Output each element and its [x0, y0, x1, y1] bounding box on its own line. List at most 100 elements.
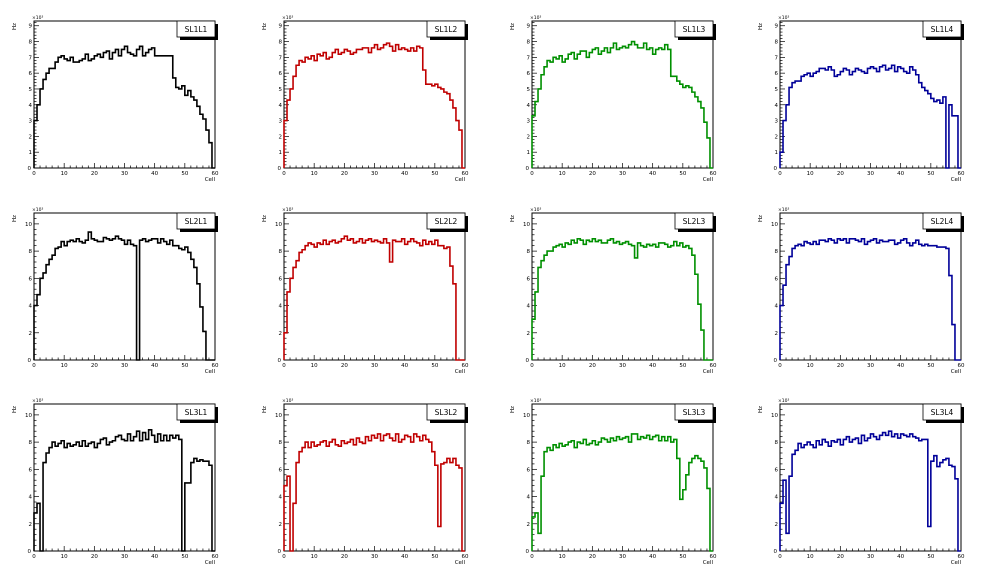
y-tick-label: 8 [775, 40, 779, 46]
y-tick-label: 5 [527, 87, 531, 93]
x-axis-title: Cell [455, 369, 466, 375]
x-tick-label: 30 [867, 363, 874, 369]
x-tick-label: 30 [619, 554, 626, 560]
y-tick-label: 2 [29, 331, 33, 337]
y-tick-label: 1 [775, 150, 779, 156]
x-tick-label: 50 [927, 171, 934, 177]
x-tick-label: 10 [61, 363, 68, 369]
histogram-panel: 0 10 20 30 40 50 60 2 4 6 8 10 0 Cell Hz ×10³ SL3L2 [262, 398, 469, 566]
x-tick-label: 0 [530, 171, 534, 177]
x-tick-label: 30 [371, 363, 378, 369]
histogram-line [33, 429, 215, 552]
x-tick-label: 20 [837, 363, 844, 369]
histogram-panel: 0 10 20 30 40 50 60 2 4 6 8 10 0 Cell Hz ×10³ SL3L1 [12, 398, 219, 566]
x-tick-label: 0 [530, 554, 534, 560]
x-tick-label: 30 [867, 171, 874, 177]
x-tick-label: 0 [282, 363, 286, 369]
y-tick-label: 4 [775, 304, 779, 310]
y-tick-label: 10 [275, 413, 282, 419]
x-tick-label: 50 [431, 363, 438, 369]
y-tick-label: 10 [25, 413, 32, 419]
plot-frame [531, 20, 714, 169]
x-axis-title: Cell [703, 369, 714, 375]
x-tick-label: 60 [710, 171, 717, 177]
plot-frame [779, 212, 962, 361]
y-tick-label: 4 [527, 495, 531, 501]
x-tick-label: 40 [401, 363, 408, 369]
x-tick-label: 20 [341, 171, 348, 177]
x-tick-label: 0 [778, 554, 782, 560]
histogram-line [531, 433, 713, 552]
y-tick-label: 2 [527, 331, 531, 337]
y-axis-title: Hz [758, 23, 764, 30]
x-axis-title: Cell [455, 560, 466, 566]
chart-title: SL3L1 [185, 408, 208, 417]
chart-title: SL1L3 [683, 25, 706, 34]
y-tick-label: 3 [279, 119, 283, 125]
y-tick-label: 8 [279, 249, 283, 255]
y-tick-label: 5 [775, 87, 779, 93]
histogram-panel: 0 10 20 30 40 50 60 2 4 6 8 10 0 Cell Hz ×10³ SL3L3 [510, 398, 717, 566]
y-tick-label: 4 [527, 304, 531, 310]
y-tick-label: 5 [279, 87, 283, 93]
y-tick-label: 8 [29, 440, 33, 446]
x-axis-title: Cell [205, 177, 216, 183]
y-tick-label: 0 [526, 166, 530, 172]
title-box [426, 20, 466, 38]
x-tick-label: 60 [212, 363, 219, 369]
plot-frame [283, 20, 466, 169]
x-tick-label: 40 [151, 363, 158, 369]
x-tick-label: 30 [121, 363, 128, 369]
histogram-panel: 0 10 20 30 40 50 60 2 4 6 8 10 0 Cell Hz ×10³ SL3L4 [758, 398, 965, 566]
y-tick-label: 2 [775, 134, 779, 140]
y-tick-label: 4 [527, 103, 531, 109]
y-tick-label: 0 [28, 549, 32, 555]
histogram-line [283, 235, 465, 361]
y-tick-label: 4 [29, 304, 33, 310]
y-tick-label: 8 [527, 249, 531, 255]
y-tick-label: 2 [527, 134, 531, 140]
histogram-panel: 0 10 20 30 40 50 60 2 4 6 8 10 0 Cell Hz ×10³ SL2L3 [510, 207, 717, 375]
x-axis-title: Cell [455, 177, 466, 183]
x-tick-label: 40 [151, 171, 158, 177]
y-tick-label: 9 [527, 24, 531, 30]
x-tick-label: 50 [431, 171, 438, 177]
y-tick-label: 6 [279, 71, 283, 77]
x-tick-label: 10 [559, 363, 566, 369]
title-box [426, 403, 466, 421]
plot-frame [531, 212, 714, 361]
y-axis-title: Hz [510, 215, 516, 222]
histogram-panel: 0 10 20 30 40 50 60 1 2 3 4 5 6 7 8 9 0 Cell Hz ×10³ SL1L2 [262, 15, 469, 183]
title-box [176, 403, 216, 421]
x-tick-label: 60 [710, 554, 717, 560]
x-tick-label: 20 [91, 363, 98, 369]
x-tick-label: 10 [311, 554, 318, 560]
x-axis-title: Cell [951, 369, 962, 375]
histogram-line [33, 45, 215, 169]
y-tick-label: 0 [526, 549, 530, 555]
x-tick-label: 0 [778, 171, 782, 177]
x-tick-label: 50 [431, 554, 438, 560]
y-tick-label: 1 [29, 150, 33, 156]
y-axis-exponent: ×10³ [32, 207, 43, 213]
x-tick-label: 50 [181, 363, 188, 369]
plot-frame [33, 212, 216, 361]
y-axis-exponent: ×10³ [282, 398, 293, 404]
y-axis-title: Hz [12, 406, 18, 413]
y-tick-label: 0 [278, 166, 282, 172]
x-tick-label: 10 [807, 554, 814, 560]
x-tick-label: 30 [867, 554, 874, 560]
y-tick-label: 4 [279, 103, 283, 109]
x-tick-label: 10 [559, 554, 566, 560]
y-tick-label: 6 [775, 71, 779, 77]
y-tick-label: 5 [29, 87, 33, 93]
x-tick-label: 60 [212, 171, 219, 177]
y-axis-title: Hz [12, 215, 18, 222]
x-tick-label: 40 [151, 554, 158, 560]
y-tick-label: 7 [527, 55, 531, 61]
x-tick-label: 20 [91, 554, 98, 560]
chart-title: SL3L2 [435, 408, 458, 417]
x-tick-label: 40 [897, 554, 904, 560]
y-tick-label: 2 [279, 522, 283, 528]
